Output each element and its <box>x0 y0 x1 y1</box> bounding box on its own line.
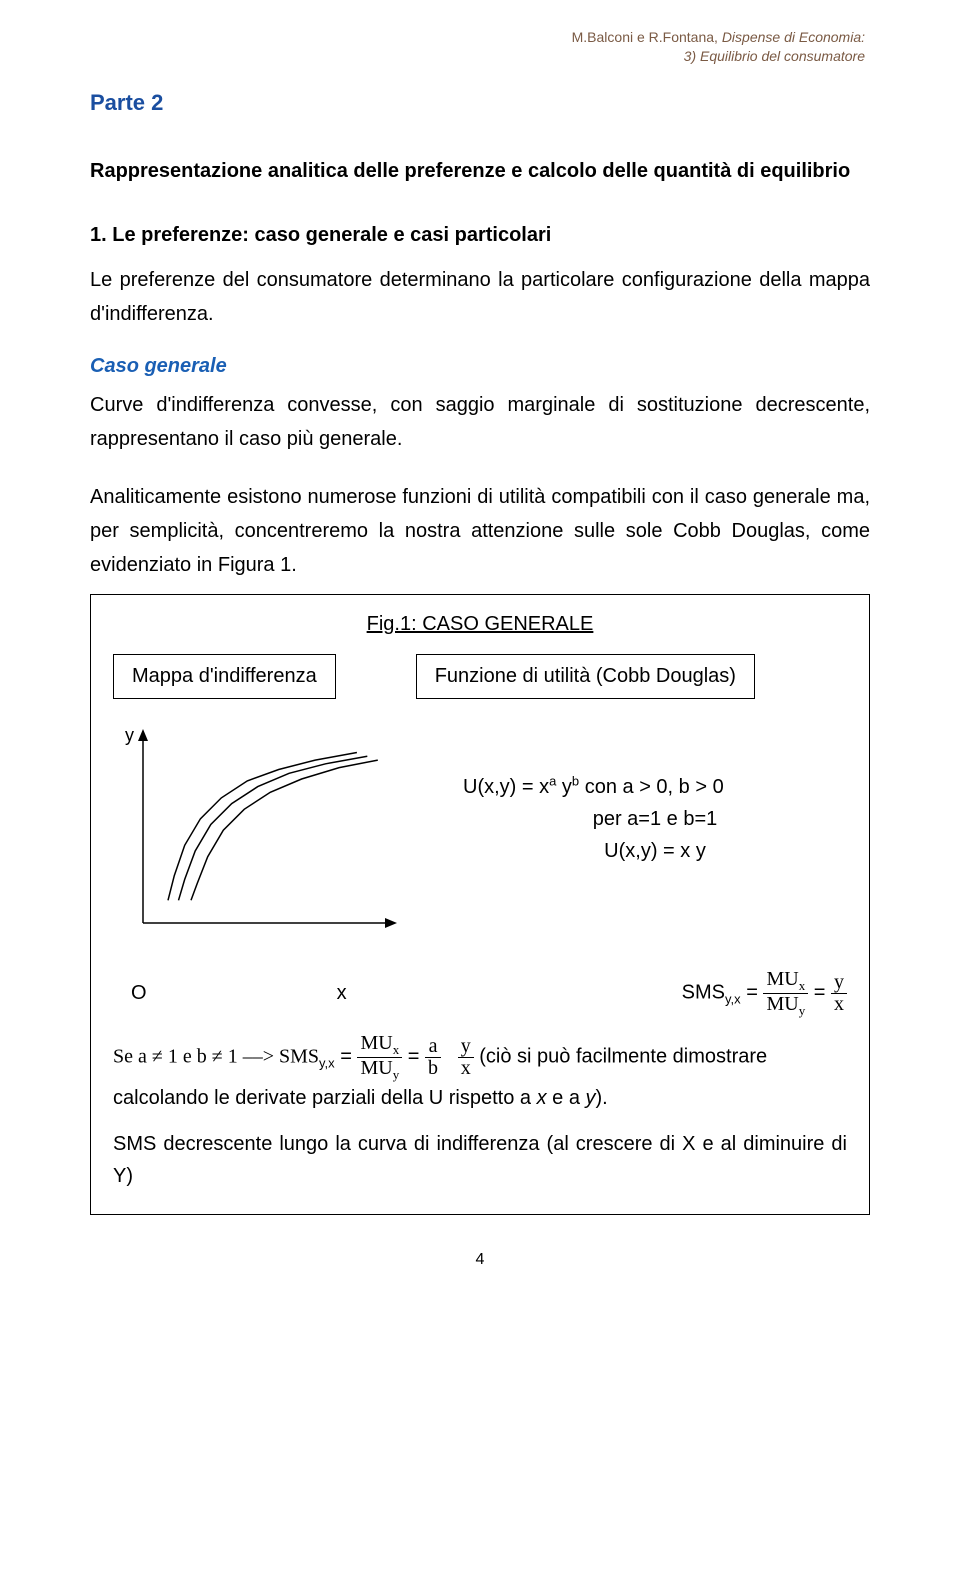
bottom-f3-num: y <box>458 1036 474 1058</box>
bottom-frac-ab: a b <box>425 1036 441 1079</box>
svg-text:y: y <box>125 725 134 745</box>
sms-frac1-den-sub: y <box>799 1003 806 1018</box>
utility-function-block: U(x,y) = xa yb con a > 0, b > 0 per a=1 … <box>463 723 847 867</box>
bottom-f1-den: MU <box>360 1057 392 1079</box>
sms-frac2-den: x <box>831 994 847 1015</box>
x-axis-label: x <box>337 982 347 1005</box>
sms-frac2-num: y <box>831 972 847 994</box>
sms-prefix: SMS <box>682 981 725 1003</box>
case-body-1: Curve d'indifferenza convesse, con saggi… <box>90 388 870 456</box>
bottom-line-3: SMS decrescente lungo la curva di indiff… <box>113 1128 847 1192</box>
bottom-f1-num: MU <box>360 1032 392 1054</box>
chart-svg: y <box>113 723 403 953</box>
bottom-line1-eq2: = <box>408 1046 425 1068</box>
sms-frac-yx: y x <box>831 972 847 1015</box>
u-general-mid: y <box>556 776 572 798</box>
origin-sms-row: O x SMSy,x = MUx MUy = y x <box>113 969 847 1017</box>
page-number: 4 <box>90 1251 870 1269</box>
figure-row: y U(x,y) = xa yb con a > 0, b > 0 per a=… <box>113 723 847 953</box>
header-line-2: 3) Equilibrio del consumatore <box>572 47 865 66</box>
sms-eq1: = <box>741 981 764 1003</box>
label-box-right: Funzione di utilità (Cobb Douglas) <box>416 654 755 699</box>
running-header: M.Balconi e R.Fontana, Dispense di Econo… <box>572 28 865 66</box>
sms-expression: SMSy,x = MUx MUy = y x <box>682 969 847 1017</box>
bottom-f1-den-sub: y <box>393 1067 400 1082</box>
bottom-frac-yx: y x <box>458 1036 474 1079</box>
per-line: per a=1 e b=1 <box>463 803 847 835</box>
section-body-1: Le preferenze del consumatore determinan… <box>90 263 870 331</box>
bottom-line1-prefix: Se a ≠ 1 e b ≠ 1 ––> SMS <box>113 1046 319 1068</box>
sms-eq2: = <box>814 981 831 1003</box>
bottom-line1-eq: = <box>335 1046 358 1068</box>
u-general-suffix: con a > 0, b > 0 <box>579 776 724 798</box>
bottom-line2-pre: calcolando le derivate parziali della U … <box>113 1087 537 1109</box>
bottom-line-2: calcolando le derivate parziali della U … <box>113 1082 847 1114</box>
sms-frac1-num: MU <box>766 968 798 990</box>
subtitle: Rappresentazione analitica delle prefere… <box>90 156 870 186</box>
bottom-line1-sub: y,x <box>319 1056 335 1071</box>
header-title-1: Dispense di Economia: <box>722 29 865 45</box>
bottom-line-1: Se a ≠ 1 e b ≠ 1 ––> SMSy,x = MUx MUy = … <box>113 1033 847 1081</box>
u-simple: U(x,y) = x y <box>463 835 847 867</box>
u-general-prefix: U(x,y) = x <box>463 776 549 798</box>
indifference-chart: y <box>113 723 403 953</box>
figure-caption: Fig.1: CASO GENERALE <box>113 613 847 636</box>
bottom-block: Se a ≠ 1 e b ≠ 1 ––> SMSy,x = MUx MUy = … <box>113 1033 847 1191</box>
bottom-frac-mu: MUx MUy <box>357 1033 402 1081</box>
origin-label: O <box>131 982 147 1005</box>
header-line-1: M.Balconi e R.Fontana, Dispense di Econo… <box>572 28 865 47</box>
sms-sub: y,x <box>725 991 741 1006</box>
header-authors: M.Balconi e R.Fontana, <box>572 29 722 45</box>
bottom-line2-y: y <box>586 1087 596 1109</box>
u-general: U(x,y) = xa yb con a > 0, b > 0 <box>463 771 847 803</box>
figure-box: Fig.1: CASO GENERALE Mappa d'indifferenz… <box>90 594 870 1215</box>
bottom-line1-suffix: (ciò si può facilmente dimostrare <box>479 1046 767 1068</box>
sms-frac1-num-sub: x <box>799 978 806 993</box>
bottom-f1-num-sub: x <box>393 1042 400 1057</box>
label-box-left: Mappa d'indifferenza <box>113 654 336 699</box>
bottom-f2-den: b <box>425 1058 441 1079</box>
bottom-f2-num: a <box>425 1036 441 1058</box>
bottom-f3-den: x <box>458 1058 474 1079</box>
part-title: Parte 2 <box>90 90 870 116</box>
figure-label-row: Mappa d'indifferenza Funzione di utilità… <box>113 654 847 699</box>
page: M.Balconi e R.Fontana, Dispense di Econo… <box>0 0 960 1571</box>
bottom-line2-x: x <box>537 1087 547 1109</box>
case-body-2: Analiticamente esistono numerose funzion… <box>90 480 870 582</box>
sms-frac1-den: MU <box>766 993 798 1015</box>
section-heading: 1. Le preferenze: caso generale e casi p… <box>90 224 870 247</box>
case-heading: Caso generale <box>90 355 870 378</box>
sms-frac-mu: MUx MUy <box>763 969 808 1017</box>
axis-bottom-labels: O x <box>113 982 347 1005</box>
